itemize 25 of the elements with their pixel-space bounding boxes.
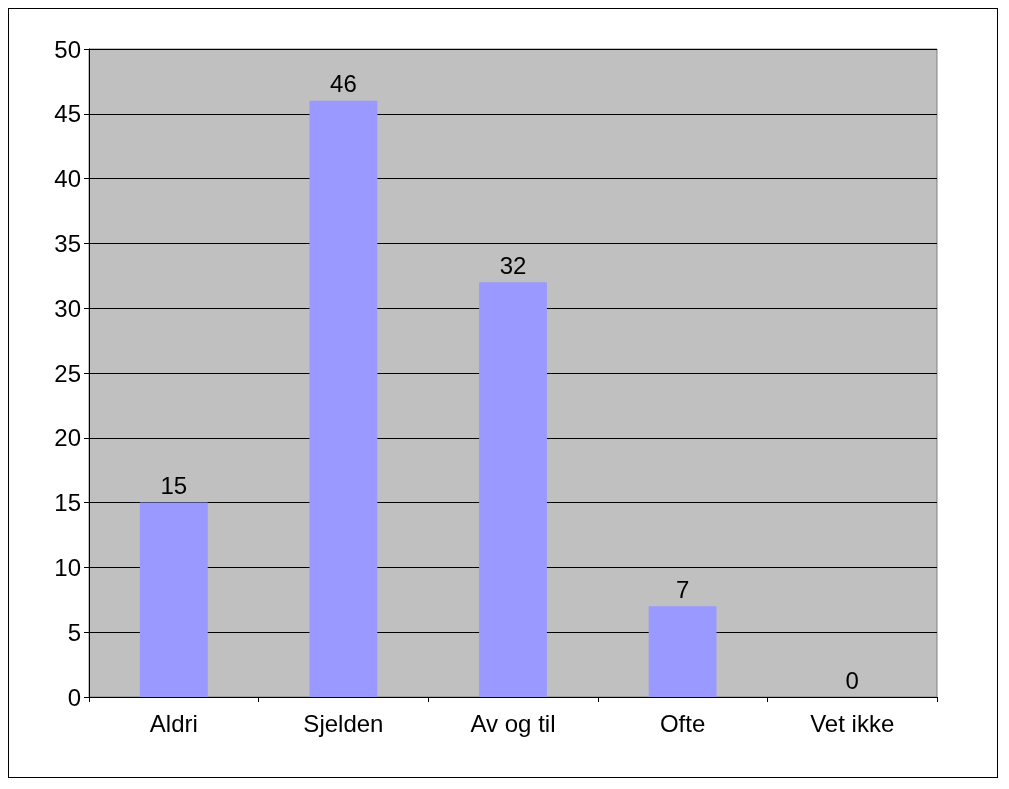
- bar: [648, 606, 717, 697]
- x-tick-label: Av og til: [470, 709, 556, 737]
- data-label: 0: [845, 666, 859, 694]
- y-tick-label: 50: [54, 35, 81, 63]
- y-tick-label: 15: [54, 489, 81, 517]
- y-tick-label: 0: [67, 683, 81, 711]
- y-tick-label: 5: [67, 618, 81, 646]
- y-tick-label: 20: [54, 424, 81, 452]
- y-tick-label: 25: [54, 359, 81, 387]
- data-label: 32: [499, 251, 527, 279]
- y-tick-label: 45: [54, 100, 81, 128]
- y-tick-label: 10: [54, 553, 81, 581]
- data-label: 7: [675, 575, 690, 603]
- x-tick-label: Vet ikke: [810, 709, 895, 737]
- bar: [309, 100, 378, 697]
- x-tick-label: Aldri: [149, 709, 198, 737]
- data-label: 46: [330, 70, 357, 98]
- y-tick-label: 40: [54, 165, 81, 193]
- bar: [139, 502, 208, 697]
- x-tick-label: Ofte: [659, 709, 706, 737]
- bar: [479, 282, 547, 697]
- data-label: 15: [160, 472, 188, 500]
- y-tick-label: 35: [54, 229, 81, 257]
- x-tick-label: Sjelden: [303, 709, 384, 737]
- y-tick-label: 30: [54, 294, 81, 322]
